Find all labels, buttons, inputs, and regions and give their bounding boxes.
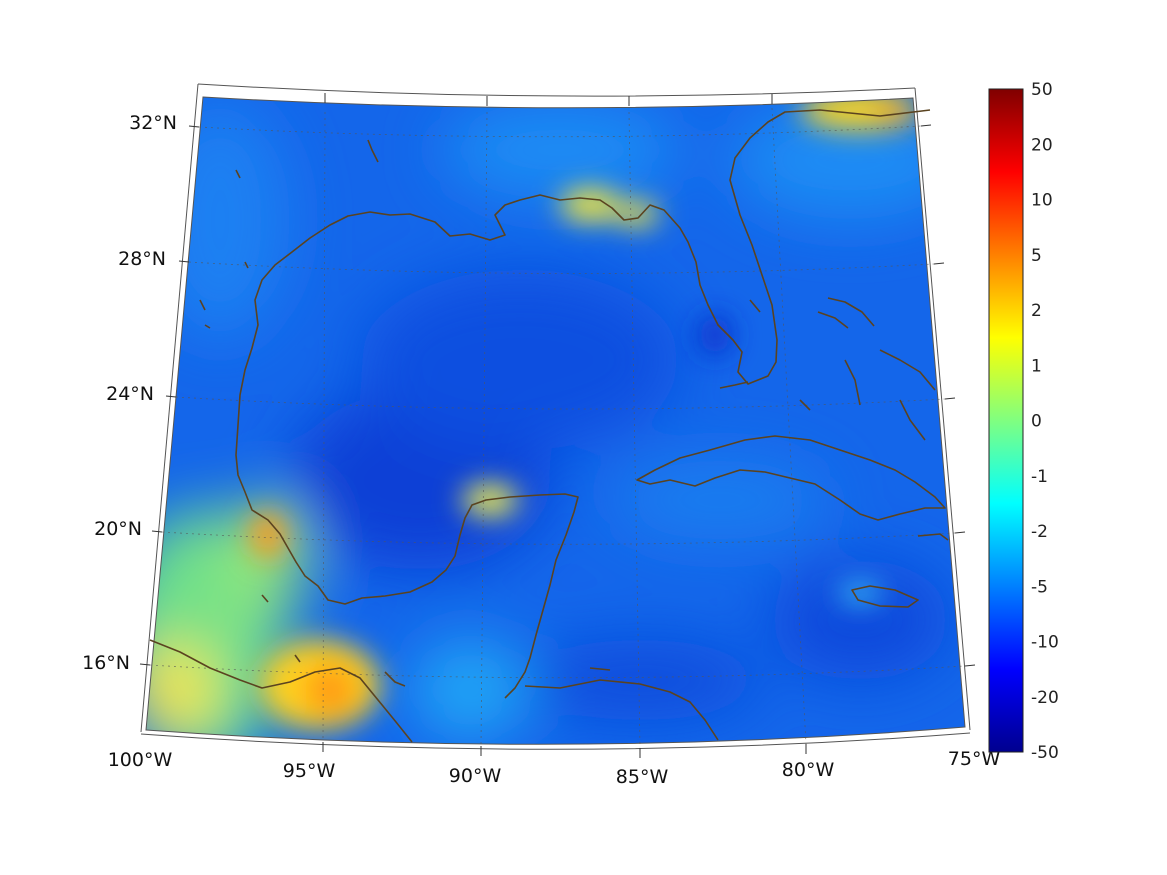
lon-label-75w: 75°W	[948, 748, 1001, 770]
tick-marks	[139, 93, 976, 758]
colorbar-label: -5	[1031, 577, 1048, 597]
colorbar-label: 2	[1031, 301, 1042, 321]
colorbar-label: -2	[1031, 522, 1048, 542]
colorbar-label: 20	[1031, 135, 1053, 155]
colorbar-label: 1	[1031, 356, 1042, 376]
colorbar-label: -50	[1031, 743, 1059, 763]
colorbar-label: 5	[1031, 246, 1042, 266]
colorbar-gradient	[988, 88, 1024, 753]
lon-label-90w: 90°W	[449, 765, 502, 787]
lat-label-28n: 28°N	[118, 248, 166, 270]
colorbar-label: -20	[1031, 688, 1059, 708]
lat-label-20n: 20°N	[94, 518, 142, 540]
colorbar-label: 50	[1031, 80, 1053, 100]
colorbar-label: -10	[1031, 633, 1059, 653]
lat-label-32n: 32°N	[129, 112, 177, 134]
coastlines	[149, 109, 949, 743]
lat-label-24n: 24°N	[106, 383, 154, 405]
colorbar-label: 0	[1031, 412, 1042, 432]
lon-label-100w: 100°W	[108, 749, 173, 771]
lon-label-80w: 80°W	[782, 759, 835, 781]
longitude-labels: 100°W 95°W 90°W 85°W 80°W 75°W	[108, 748, 1001, 788]
lon-label-85w: 85°W	[616, 766, 669, 788]
lon-label-95w: 95°W	[283, 760, 336, 782]
latitude-labels: 32°N 28°N 24°N 20°N 16°N	[82, 112, 177, 674]
lat-label-16n: 16°N	[82, 652, 130, 674]
data-field	[146, 97, 965, 745]
colorbar-label: 10	[1031, 191, 1053, 211]
colorbar-label: -1	[1031, 467, 1048, 487]
map-frame	[145, 96, 966, 745]
graticule	[149, 107, 966, 749]
